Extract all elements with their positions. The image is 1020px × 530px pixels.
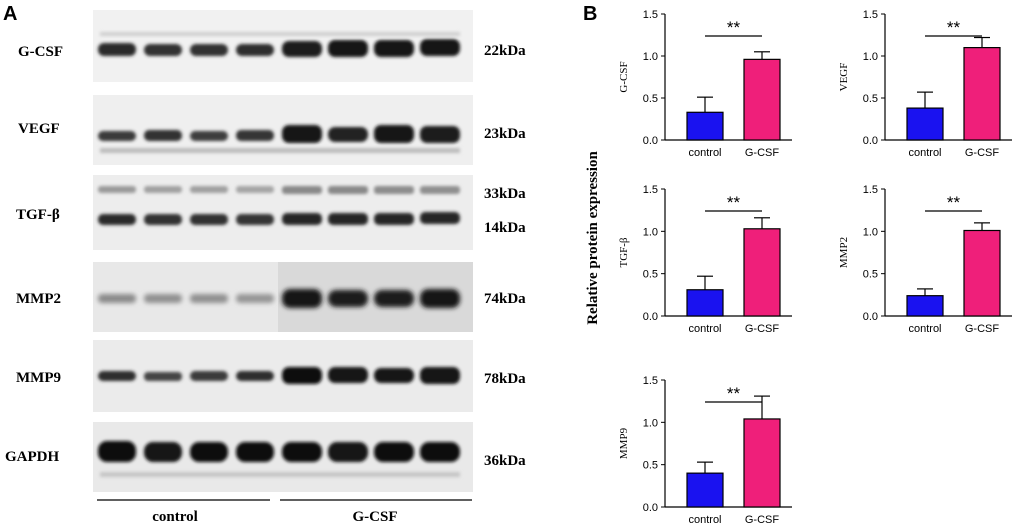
blot-label-mmp2: MMP2 xyxy=(16,291,61,307)
kda-label-mmp9: 78kDa xyxy=(484,371,526,387)
x-tick-label: control xyxy=(688,147,721,159)
x-tick-label: G-CSF xyxy=(745,147,780,159)
y-axis-label: VEGF xyxy=(838,63,850,92)
kda-label-g-csf: 22kDa xyxy=(484,43,526,59)
y-tick-label: 0.5 xyxy=(643,269,658,281)
significance-label: ** xyxy=(947,193,961,212)
y-tick-label: 0.0 xyxy=(863,311,878,323)
x-tick-label: G-CSF xyxy=(965,147,1000,159)
chart-mmp9: 0.0 0.5 1.0 1.5 MMP9 control G-CSF ** xyxy=(618,375,792,526)
kda-label-vegf: 23kDa xyxy=(484,126,526,142)
blot-gapdh xyxy=(93,422,473,492)
blot-mmp9 xyxy=(93,340,473,412)
blot-label-mmp9: MMP9 xyxy=(16,370,61,386)
x-tick-label: control xyxy=(688,514,721,526)
bar-g-csf xyxy=(743,228,781,317)
bar-g-csf xyxy=(743,58,781,141)
blot-tgf-beta xyxy=(93,175,473,250)
group-label-gcsf: G-CSF xyxy=(353,509,398,525)
y-tick-label: 0.5 xyxy=(863,269,878,281)
kda-label-tgf-14: 14kDa xyxy=(484,220,526,236)
y-tick-label: 1.5 xyxy=(863,184,878,196)
blot-label-tgf-beta: TGF-β xyxy=(16,207,60,223)
bar-control xyxy=(686,472,724,508)
y-tick-label: 0.5 xyxy=(863,93,878,105)
significance-label: ** xyxy=(727,384,741,403)
x-tick-label: G-CSF xyxy=(745,514,780,526)
group-label-control: control xyxy=(152,509,198,525)
y-tick-label: 1.5 xyxy=(643,9,658,21)
y-tick-label: 1.5 xyxy=(643,184,658,196)
y-tick-label: 1.0 xyxy=(643,51,658,63)
bar-g-csf xyxy=(743,418,781,508)
x-tick-label: control xyxy=(908,147,941,159)
y-tick-label: 1.0 xyxy=(643,417,658,429)
kda-label-mmp2: 74kDa xyxy=(484,291,526,307)
x-tick-label: G-CSF xyxy=(965,323,1000,335)
significance-label: ** xyxy=(947,18,961,37)
y-axis-label: TGF-β xyxy=(618,237,630,267)
kda-label-gapdh: 36kDa xyxy=(484,453,526,469)
y-tick-label: 0.0 xyxy=(863,135,878,147)
blot-g-csf xyxy=(93,10,473,82)
significance-label: ** xyxy=(727,193,741,212)
bar-g-csf xyxy=(963,229,1001,317)
bar-control xyxy=(686,289,724,317)
significance-label: ** xyxy=(727,18,741,37)
panel-a-letter: A xyxy=(3,3,17,25)
bar-control xyxy=(906,107,944,141)
blot-label-g-csf: G-CSF xyxy=(18,44,63,60)
x-tick-label: control xyxy=(908,323,941,335)
bar-control xyxy=(686,111,724,141)
y-tick-label: 0.5 xyxy=(643,460,658,472)
y-tick-label: 0.0 xyxy=(643,135,658,147)
bar-g-csf xyxy=(963,46,1001,141)
y-tick-label: 0.0 xyxy=(643,502,658,514)
blot-label-gapdh: GAPDH xyxy=(5,449,59,465)
bar-charts: 0.0 0.5 1.0 1.5 G-CSF control G-CSF ** 0.0 0.5 1.0… xyxy=(618,9,1012,526)
y-axis-label: G-CSF xyxy=(618,61,630,92)
y-tick-label: 1.0 xyxy=(863,51,878,63)
y-tick-label: 1.0 xyxy=(863,226,878,238)
chart-g-csf: 0.0 0.5 1.0 1.5 G-CSF control G-CSF ** xyxy=(618,9,792,159)
chart-vegf: 0.0 0.5 1.0 1.5 VEGF control G-CSF ** xyxy=(838,9,1012,159)
x-tick-label: control xyxy=(688,323,721,335)
chart-tgf: 0.0 0.5 1.0 1.5 TGF-β control G-CSF ** xyxy=(618,184,792,335)
blot-label-vegf: VEGF xyxy=(18,121,60,137)
bar-control xyxy=(906,295,944,317)
y-tick-label: 1.5 xyxy=(863,9,878,21)
y-tick-label: 1.0 xyxy=(643,226,658,238)
y-axis-label: MMP9 xyxy=(618,427,630,459)
chart-mmp2: 0.0 0.5 1.0 1.5 MMP2 control G-CSF ** xyxy=(838,184,1012,335)
shared-ylabel: Relative protein expression xyxy=(585,151,601,325)
blot-vegf xyxy=(93,95,473,165)
kda-label-tgf-33: 33kDa xyxy=(484,186,526,202)
blot-mmp2 xyxy=(93,262,473,332)
y-tick-label: 0.0 xyxy=(643,311,658,323)
x-tick-label: G-CSF xyxy=(745,323,780,335)
y-tick-label: 1.5 xyxy=(643,375,658,387)
panel-b-letter: B xyxy=(583,3,597,25)
y-tick-label: 0.5 xyxy=(643,93,658,105)
y-axis-label: MMP2 xyxy=(838,237,850,268)
